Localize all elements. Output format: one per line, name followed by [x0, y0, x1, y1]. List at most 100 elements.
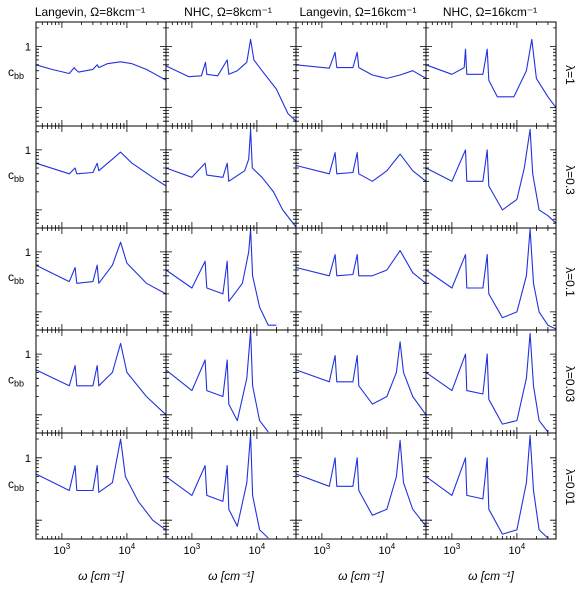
panel-r3-c0	[35, 329, 167, 434]
panel-frame	[165, 125, 297, 229]
x-axis-title-c2: ω [cm⁻¹]	[338, 569, 384, 583]
column-title-3: Langevin, Ω=16kcm⁻¹	[299, 5, 416, 19]
row-label-1: λ=1	[563, 65, 577, 85]
y-tick-label-r1: 1	[25, 145, 31, 157]
y-axis-label-r1: cbb	[8, 168, 24, 184]
spectra-curves	[35, 38, 557, 539]
spectrum-curve-r3-c1	[165, 330, 269, 433]
spectrum-curve-r3-c3	[425, 332, 549, 433]
x-tick-label-c3: 104	[509, 542, 526, 557]
y-tick-label-r3: 1	[25, 349, 31, 361]
panel-frame	[425, 125, 557, 229]
x-tick-label-c0: 104	[119, 542, 136, 557]
x-axis-labels: 103 104 ω [cm⁻¹] 103 104 ω [cm⁻¹] 103 104 ω [cm⁻…	[54, 542, 526, 583]
panel-ticks	[295, 433, 427, 540]
panel-frame	[295, 227, 427, 331]
panel-ticks	[425, 22, 557, 127]
panel-r3-c3	[425, 329, 557, 434]
panel-r0-c0	[35, 21, 167, 127]
spectrum-curve-r0-c0	[35, 61, 167, 81]
panel-frame	[165, 329, 297, 434]
panel-frame	[165, 227, 297, 331]
panel-r4-c1	[165, 432, 297, 540]
panel-r1-c0	[35, 125, 167, 229]
column-title-2: NHC, Ω=8kcm⁻¹	[184, 5, 272, 19]
panel-ticks	[425, 126, 557, 229]
spectrum-curve-r1-c0	[35, 151, 167, 187]
spectrum-curve-r4-c2	[295, 439, 427, 527]
column-title-1: Langevin, Ω=8kcm⁻¹	[35, 5, 145, 19]
panel-r4-c3	[425, 432, 557, 540]
panel-ticks	[35, 433, 167, 540]
row-label-2: λ=0.3	[563, 165, 577, 195]
panel-r3-c1	[165, 329, 297, 434]
panel-frame	[425, 227, 557, 331]
panel-frame	[295, 432, 427, 540]
row-labels: λ=1 λ=0.3 λ=0.1 λ=0.03 λ=0.01	[563, 65, 577, 505]
panel-ticks	[295, 22, 427, 127]
panel-ticks	[165, 126, 297, 229]
row-label-5: λ=0.01	[563, 469, 577, 506]
panel-r2-c0	[35, 227, 167, 331]
panel-r2-c2	[295, 227, 427, 331]
panel-ticks	[165, 228, 297, 331]
spectrum-curve-r2-c1	[165, 228, 277, 326]
spectrum-curve-r2-c2	[295, 250, 427, 284]
spectrum-curve-r3-c2	[295, 341, 427, 416]
x-axis-title-c3: ω [cm⁻¹]	[468, 569, 514, 583]
panel-frame	[165, 21, 297, 127]
x-tick-label-c1: 103	[184, 542, 201, 557]
panel-frame	[35, 125, 167, 229]
panel-ticks	[295, 126, 427, 229]
panel-r1-c1	[165, 125, 297, 229]
spectrum-curve-r2-c0	[35, 241, 167, 295]
spectrum-curve-r0-c3	[425, 38, 557, 108]
spectrum-curve-r2-c3	[425, 228, 557, 330]
spectrum-curve-r1-c2	[295, 152, 427, 182]
y-axis-label-r2: cbb	[8, 270, 24, 286]
panel-ticks	[165, 22, 297, 127]
panel-r1-c3	[425, 125, 557, 229]
x-tick-label-c1: 104	[249, 542, 266, 557]
panel-frame	[35, 329, 167, 434]
y-tick-label-r0: 1	[25, 41, 31, 53]
panel-ticks	[35, 126, 167, 229]
panel-frames	[35, 21, 557, 540]
spectrum-curve-r3-c0	[35, 342, 167, 416]
y-axis-label-r4: cbb	[8, 477, 24, 493]
panel-ticks	[425, 330, 557, 434]
x-tick-label-c2: 103	[314, 542, 331, 557]
row-label-3: λ=0.1	[563, 267, 577, 297]
x-tick-label-c3: 103	[444, 542, 461, 557]
panel-frame	[295, 125, 427, 229]
panel-r4-c2	[295, 432, 427, 540]
panel-ticks	[35, 330, 167, 434]
y-tick-label-r4: 1	[25, 453, 31, 465]
panel-frame	[425, 329, 557, 434]
panel-r0-c3	[425, 21, 557, 127]
spectrum-curve-r4-c3	[425, 434, 549, 539]
panel-frame	[425, 21, 557, 127]
panel-ticks	[295, 228, 427, 331]
spectrum-curve-r4-c1	[165, 433, 269, 539]
panel-frame	[35, 432, 167, 540]
panel-frame	[425, 432, 557, 540]
y-tick-label-r2: 1	[25, 247, 31, 259]
spectrum-curve-r0-c2	[295, 51, 427, 79]
x-axis-title-c0: ω [cm⁻¹]	[78, 569, 124, 583]
y-axis-label-r0: cbb	[8, 65, 24, 81]
panel-r1-c2	[295, 125, 427, 229]
x-tick-label-c2: 104	[379, 542, 396, 557]
panel-frame	[35, 21, 167, 127]
panel-frame	[295, 21, 427, 127]
panel-r2-c1	[165, 227, 297, 331]
panel-r0-c1	[165, 21, 297, 127]
panel-ticks	[165, 433, 297, 540]
panel-ticks	[35, 228, 167, 331]
panel-ticks	[425, 433, 557, 540]
spectrum-curve-r0-c1	[165, 38, 297, 122]
x-tick-label-c0: 103	[54, 542, 71, 557]
panel-r0-c2	[295, 21, 427, 127]
